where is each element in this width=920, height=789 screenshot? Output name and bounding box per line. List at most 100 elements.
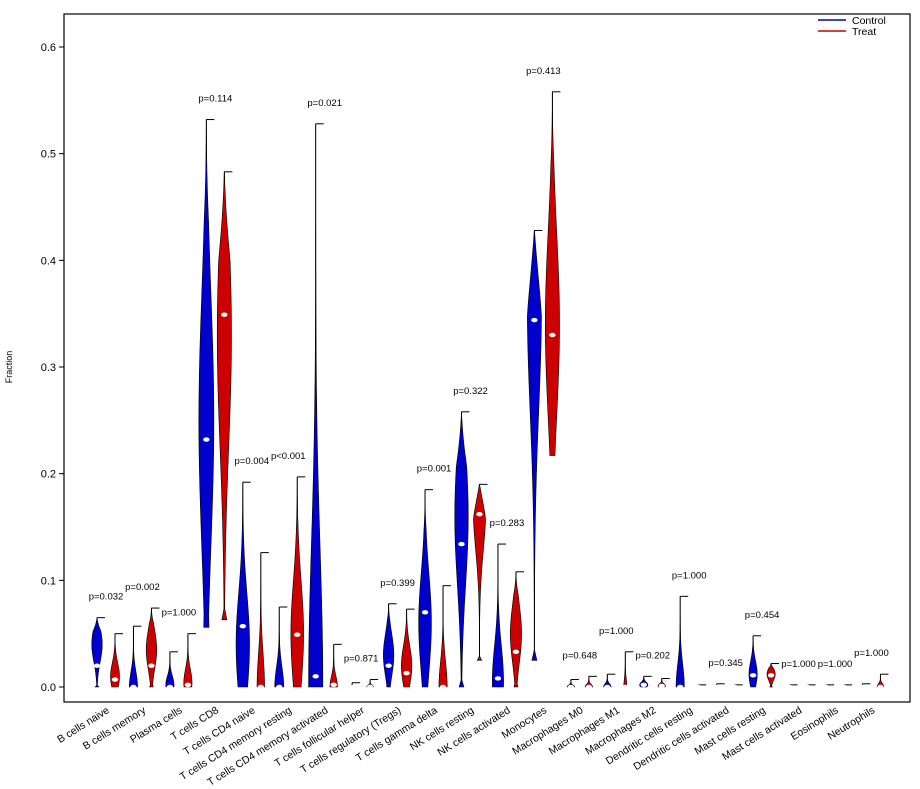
median-point-control — [567, 684, 575, 690]
median-point-treat — [403, 670, 410, 676]
y-tick-label: 0.5 — [41, 149, 56, 161]
violin-control — [198, 119, 215, 628]
p-value-label: p=1.000 — [818, 659, 853, 670]
violin-control — [454, 411, 469, 688]
median-point-control — [312, 674, 319, 679]
violin-treat — [438, 585, 448, 688]
y-axis-title: Fraction — [4, 351, 14, 384]
violin-treat — [623, 651, 628, 688]
median-point-control — [859, 684, 866, 690]
p-value-label: p=0.322 — [453, 386, 488, 397]
violin-treat — [473, 484, 486, 661]
median-point-treat — [731, 684, 738, 690]
median-point-treat — [221, 312, 228, 317]
median-point-treat — [767, 673, 775, 678]
median-point-control — [713, 684, 720, 690]
p-value-label: p=0.454 — [745, 610, 780, 621]
violin-control — [308, 123, 324, 688]
violin-treat — [544, 91, 560, 456]
plot-frame — [63, 13, 911, 703]
median-point-control — [130, 684, 137, 690]
median-point-control — [348, 684, 356, 690]
median-point-control — [385, 663, 392, 668]
median-point-treat — [184, 682, 192, 688]
violin-control — [235, 482, 250, 688]
p-value-label: p=1.000 — [672, 570, 707, 581]
violin-treat — [183, 633, 193, 688]
violin-control — [165, 651, 175, 688]
y-tick-label: 0.2 — [41, 469, 56, 481]
median-point-control — [166, 684, 174, 690]
median-point-treat — [366, 684, 374, 690]
violin-treat — [145, 607, 158, 688]
legend-treat-label: Treat — [852, 26, 876, 38]
p-value-label: p=1.000 — [781, 659, 816, 670]
median-point-treat — [804, 684, 811, 690]
median-point-control — [494, 676, 502, 681]
p-value-label: p=0.114 — [198, 94, 232, 105]
median-point-control — [749, 673, 757, 678]
y-tick-label: 0.0 — [41, 682, 56, 694]
median-point-control — [421, 610, 429, 615]
median-point-control — [786, 684, 793, 690]
p-value-label: p=0.345 — [708, 658, 743, 669]
violin-control — [748, 635, 758, 688]
p-value-label: p=0.399 — [380, 578, 415, 589]
median-point-control — [677, 684, 684, 690]
violin-treat — [216, 171, 232, 621]
median-point-treat — [476, 512, 483, 517]
median-point-control — [203, 437, 210, 442]
y-tick-label: 0.4 — [41, 255, 56, 267]
violin-control — [91, 617, 103, 688]
median-point-control — [604, 684, 611, 690]
median-point-treat — [148, 663, 155, 668]
y-tick-label: 0.6 — [41, 42, 56, 54]
p-value-label: p=0.021 — [307, 98, 342, 109]
median-point-treat — [658, 683, 665, 689]
p-value-label: p=1.000 — [854, 648, 889, 659]
median-point-treat — [695, 684, 702, 690]
violin-treat — [329, 644, 338, 688]
y-axis: 0.0 0.1 0.2 0.3 0.4 0.5 0.6 — [41, 42, 64, 694]
violin-treat — [584, 676, 593, 688]
median-point-treat — [294, 632, 301, 637]
median-point-treat — [585, 684, 593, 690]
violin-control — [129, 626, 138, 688]
median-point-treat — [111, 677, 119, 682]
median-point-control — [822, 684, 830, 690]
p-value-label: p=1.000 — [162, 608, 197, 619]
violin-treat — [290, 476, 304, 688]
median-point-control — [640, 682, 647, 688]
median-point-treat — [330, 682, 337, 688]
p-value-label: p=0.283 — [490, 518, 525, 529]
violin-treat — [110, 633, 120, 688]
legend-control-label: Control — [852, 15, 886, 27]
violin-control — [675, 596, 685, 688]
violin-control — [603, 674, 612, 688]
violin-treat — [256, 552, 265, 688]
median-point-treat — [840, 684, 848, 690]
median-point-treat — [439, 684, 447, 690]
p-value-label: p=0.648 — [563, 650, 598, 661]
violin-control — [492, 544, 504, 688]
median-point-treat — [877, 684, 884, 690]
median-point-treat — [512, 649, 520, 654]
y-tick-label: 0.1 — [41, 575, 56, 587]
median-point-treat — [257, 684, 264, 690]
p-value-label: p<0.001 — [271, 451, 306, 462]
violin-control — [566, 679, 575, 688]
violin-control — [274, 607, 285, 688]
median-point-control — [276, 684, 283, 690]
violin-control — [527, 230, 542, 661]
p-value-label: p=0.004 — [234, 456, 269, 467]
p-value-label: p=0.871 — [344, 654, 379, 665]
p-value-label: p=0.413 — [526, 66, 561, 77]
legend: Control Treat — [818, 15, 886, 38]
median-point-control — [458, 541, 465, 547]
violin-treat — [401, 609, 413, 688]
median-point-control — [531, 317, 538, 323]
violin-treat — [876, 674, 885, 688]
violin-control — [418, 489, 432, 688]
